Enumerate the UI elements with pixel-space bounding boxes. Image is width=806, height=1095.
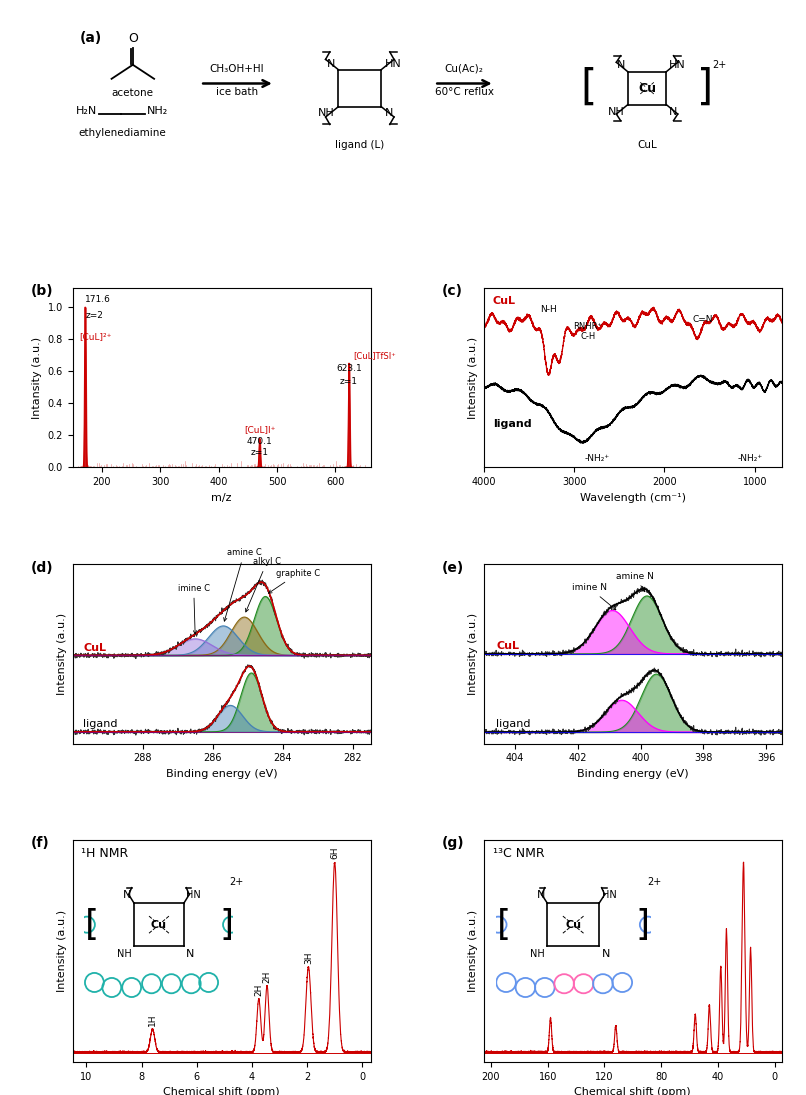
Text: amine N: amine N bbox=[616, 572, 654, 591]
Text: -NH₂⁺: -NH₂⁺ bbox=[737, 453, 762, 462]
Text: N: N bbox=[617, 60, 625, 70]
Text: N: N bbox=[384, 107, 393, 117]
Text: [CuL]²⁺: [CuL]²⁺ bbox=[80, 332, 112, 342]
Text: 623.1: 623.1 bbox=[336, 365, 362, 373]
Text: [: [ bbox=[581, 67, 597, 110]
Text: Cu(Ac)₂: Cu(Ac)₂ bbox=[445, 64, 484, 73]
Text: ethylenediamine: ethylenediamine bbox=[78, 128, 166, 138]
Text: ]: ] bbox=[697, 67, 713, 110]
Text: z=1: z=1 bbox=[340, 377, 358, 387]
Text: (e): (e) bbox=[442, 561, 464, 575]
Text: O: O bbox=[128, 32, 138, 45]
X-axis label: m/z: m/z bbox=[211, 493, 232, 503]
X-axis label: Binding energy (eV): Binding energy (eV) bbox=[577, 769, 688, 779]
Text: Cu: Cu bbox=[638, 82, 656, 94]
Text: amine C: amine C bbox=[223, 549, 262, 621]
Text: 2H: 2H bbox=[263, 970, 272, 982]
Text: ligand (L): ligand (L) bbox=[335, 139, 384, 150]
Text: ¹H NMR: ¹H NMR bbox=[81, 848, 129, 860]
Y-axis label: Intansity (a.u.): Intansity (a.u.) bbox=[32, 336, 42, 418]
Text: z=2: z=2 bbox=[85, 311, 103, 320]
Text: graphite C: graphite C bbox=[268, 569, 320, 593]
Text: 60°C reflux: 60°C reflux bbox=[434, 88, 493, 97]
X-axis label: Chemical shift (ppm): Chemical shift (ppm) bbox=[575, 1087, 691, 1095]
Text: (a): (a) bbox=[80, 31, 102, 45]
Text: 470.1: 470.1 bbox=[247, 437, 272, 446]
X-axis label: Binding energy (eV): Binding energy (eV) bbox=[166, 769, 277, 779]
Text: CuL: CuL bbox=[638, 139, 657, 150]
Text: (b): (b) bbox=[31, 285, 53, 298]
Text: N-H: N-H bbox=[541, 306, 557, 314]
Text: NH: NH bbox=[318, 107, 334, 117]
Text: alkyl C: alkyl C bbox=[246, 557, 281, 612]
Y-axis label: Intensity (a.u.): Intensity (a.u.) bbox=[468, 910, 478, 992]
Text: 171.6: 171.6 bbox=[85, 296, 111, 304]
Y-axis label: Intensity (a.u.): Intensity (a.u.) bbox=[468, 613, 478, 695]
Text: imine N: imine N bbox=[571, 584, 616, 610]
Text: (g): (g) bbox=[442, 835, 465, 850]
Text: 2+: 2+ bbox=[713, 60, 726, 70]
Text: -NH₂⁺: -NH₂⁺ bbox=[584, 453, 609, 462]
Y-axis label: Intensity (a.u.): Intensity (a.u.) bbox=[57, 910, 67, 992]
Text: N: N bbox=[669, 106, 678, 116]
Text: N: N bbox=[326, 59, 334, 69]
Text: H₂N: H₂N bbox=[76, 106, 98, 116]
Text: acetone: acetone bbox=[112, 89, 154, 99]
Text: 6H: 6H bbox=[330, 846, 339, 860]
Text: (d): (d) bbox=[31, 561, 53, 575]
Text: C=N: C=N bbox=[692, 314, 713, 324]
Text: imine C: imine C bbox=[177, 584, 210, 634]
Text: [CuL]I⁺: [CuL]I⁺ bbox=[244, 425, 276, 434]
Text: CuL: CuL bbox=[496, 642, 519, 652]
Text: ice bath: ice bath bbox=[216, 88, 258, 97]
Text: RNHR⁺
C-H: RNHR⁺ C-H bbox=[573, 322, 602, 342]
Text: z=1: z=1 bbox=[251, 448, 268, 458]
Y-axis label: Intensity (a.u.): Intensity (a.u.) bbox=[57, 613, 67, 695]
Text: 2H: 2H bbox=[255, 983, 264, 995]
X-axis label: Wavelength (cm⁻¹): Wavelength (cm⁻¹) bbox=[580, 493, 686, 503]
Text: HN: HN bbox=[669, 60, 686, 70]
Text: ligand: ligand bbox=[83, 719, 118, 729]
Text: (f): (f) bbox=[31, 835, 49, 850]
Text: NH₂: NH₂ bbox=[147, 106, 168, 116]
Text: ¹³C NMR: ¹³C NMR bbox=[492, 848, 544, 860]
Text: CuL: CuL bbox=[492, 297, 516, 307]
Text: (c): (c) bbox=[442, 285, 463, 298]
Text: CH₃OH+HI: CH₃OH+HI bbox=[210, 64, 264, 73]
X-axis label: Chemical shift (ppm): Chemical shift (ppm) bbox=[164, 1087, 280, 1095]
Text: NH: NH bbox=[608, 106, 625, 116]
Text: CuL: CuL bbox=[83, 643, 106, 653]
Y-axis label: Intensity (a.u.): Intensity (a.u.) bbox=[468, 336, 478, 418]
Text: HN: HN bbox=[384, 59, 401, 69]
Text: 3H: 3H bbox=[304, 952, 313, 964]
Text: [CuL]TfSI⁺: [CuL]TfSI⁺ bbox=[353, 351, 396, 360]
Text: ligand: ligand bbox=[492, 418, 531, 428]
Text: 1H: 1H bbox=[148, 1014, 157, 1026]
Text: ligand: ligand bbox=[496, 719, 531, 729]
